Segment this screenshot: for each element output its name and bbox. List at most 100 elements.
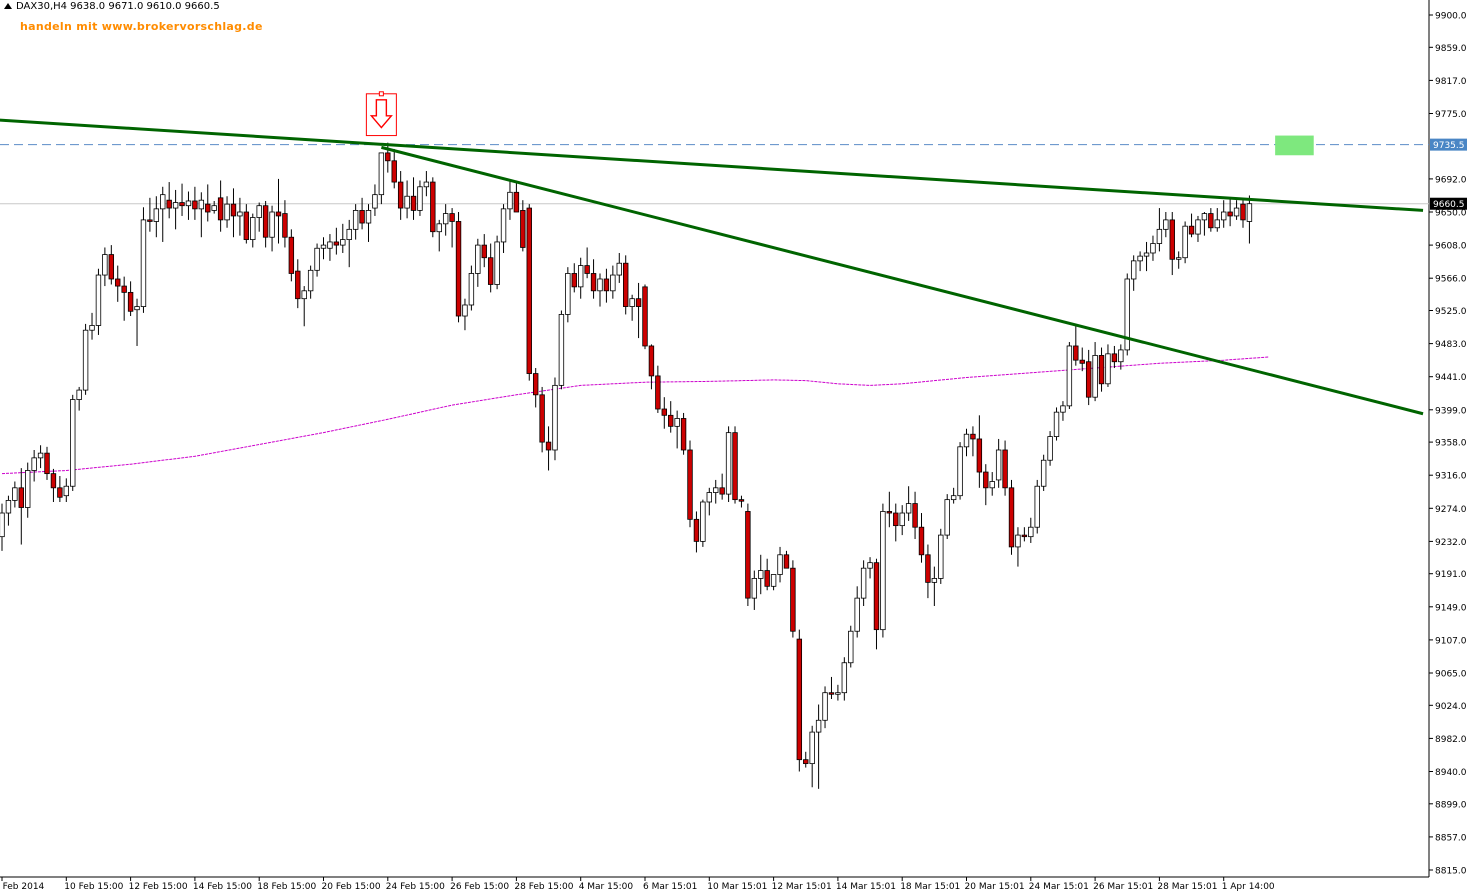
candle-bull[interactable]	[198, 199, 205, 210]
candle-bull[interactable]	[140, 219, 147, 307]
candle-bull[interactable]	[5, 500, 12, 514]
candle-bear[interactable]	[1021, 534, 1028, 538]
candle-bull[interactable]	[417, 186, 423, 211]
candle-bear[interactable]	[295, 270, 301, 300]
candle-bear[interactable]	[282, 213, 288, 238]
candle-bear[interactable]	[635, 298, 642, 307]
candle-bull[interactable]	[95, 274, 102, 326]
candle-bear[interactable]	[545, 441, 552, 451]
candle-bear[interactable]	[520, 210, 526, 248]
candle-bull[interactable]	[0, 512, 5, 538]
candle-bull[interactable]	[1034, 485, 1040, 528]
candle-bull[interactable]	[134, 306, 140, 311]
candle-bull[interactable]	[578, 265, 584, 288]
candle-bull[interactable]	[1040, 459, 1047, 487]
candle-bear[interactable]	[487, 257, 494, 285]
candle-bull[interactable]	[301, 290, 307, 300]
candle-bear[interactable]	[44, 452, 50, 475]
candle-bear[interactable]	[410, 195, 417, 211]
candle-bull[interactable]	[854, 597, 860, 632]
candle-bear[interactable]	[333, 241, 340, 246]
candle-bull[interactable]	[950, 495, 957, 501]
candle-bull[interactable]	[185, 200, 192, 207]
candle-bear[interactable]	[603, 278, 610, 292]
candle-bull[interactable]	[475, 244, 481, 274]
candle-bull[interactable]	[1156, 228, 1163, 244]
candle-bear[interactable]	[121, 285, 127, 293]
candle-bull[interactable]	[404, 195, 410, 209]
candle-bull[interactable]	[1053, 411, 1060, 437]
candle-bear[interactable]	[584, 265, 590, 274]
candle-bull[interactable]	[629, 298, 635, 307]
candle-bull[interactable]	[758, 570, 764, 579]
candle-bear[interactable]	[243, 211, 250, 240]
candle-bull[interactable]	[860, 567, 867, 599]
target-zone-box[interactable]	[1275, 135, 1314, 156]
candle-bear[interactable]	[1008, 487, 1015, 548]
candle-bear[interactable]	[455, 221, 462, 317]
candle-bull[interactable]	[12, 487, 18, 501]
candle-bear[interactable]	[693, 518, 700, 542]
candle-bull[interactable]	[256, 205, 262, 218]
candle-bear[interactable]	[1085, 361, 1092, 398]
candle-bull[interactable]	[442, 213, 449, 225]
candle-bear[interactable]	[166, 199, 172, 209]
candle-bull[interactable]	[822, 692, 828, 721]
candle-bull[interactable]	[1143, 252, 1150, 257]
candle-bear[interactable]	[803, 759, 809, 765]
candle-bear[interactable]	[925, 554, 931, 583]
candle-bear[interactable]	[1169, 219, 1175, 260]
candle-bear[interactable]	[738, 499, 745, 502]
candle-bull[interactable]	[815, 719, 822, 733]
candle-bull[interactable]	[995, 449, 1002, 481]
candle-bull[interactable]	[237, 211, 243, 217]
candle-bear[interactable]	[1079, 359, 1085, 364]
candle-bear[interactable]	[1073, 345, 1079, 361]
candle-bull[interactable]	[700, 501, 706, 542]
candle-bear[interactable]	[732, 432, 738, 501]
candle-bull[interactable]	[346, 228, 352, 240]
candle-bull[interactable]	[153, 208, 160, 222]
candle-bull[interactable]	[1221, 211, 1227, 221]
trendline-lower-resistance[interactable]	[380, 145, 1424, 416]
candle-bull[interactable]	[31, 457, 37, 471]
candle-bull[interactable]	[378, 152, 385, 196]
candle-bull[interactable]	[1137, 255, 1143, 262]
candle-bull[interactable]	[610, 274, 616, 292]
candle-bull[interactable]	[1047, 436, 1053, 461]
candle-bear[interactable]	[532, 373, 539, 396]
candle-bull[interactable]	[25, 470, 31, 508]
candle-bear[interactable]	[642, 286, 648, 347]
candle-bear[interactable]	[1227, 211, 1233, 217]
candle-bull[interactable]	[494, 241, 500, 285]
candle-bull[interactable]	[867, 562, 873, 569]
chart-expand-icon[interactable]	[4, 3, 12, 9]
candle-bull[interactable]	[1130, 260, 1137, 280]
candle-bear[interactable]	[217, 197, 224, 221]
candle-bull[interactable]	[558, 314, 565, 386]
candle-bull[interactable]	[1028, 526, 1034, 538]
candle-bear[interactable]	[262, 205, 269, 238]
candle-bear[interactable]	[719, 487, 725, 495]
candle-bear[interactable]	[623, 262, 629, 307]
candle-bull[interactable]	[841, 662, 848, 694]
candle-bull[interactable]	[224, 203, 230, 221]
candle-bear[interactable]	[828, 692, 835, 695]
candle-bull[interactable]	[63, 485, 69, 497]
candle-bear[interactable]	[385, 152, 391, 162]
candle-bull[interactable]	[1214, 219, 1220, 229]
candle-bull[interactable]	[211, 205, 217, 211]
candle-bear[interactable]	[539, 394, 545, 443]
candle-bull[interactable]	[70, 399, 76, 487]
candle-bull[interactable]	[835, 692, 841, 695]
candle-bull[interactable]	[957, 446, 963, 497]
candle-bull[interactable]	[616, 262, 622, 276]
candle-bear[interactable]	[970, 433, 976, 440]
candle-bear[interactable]	[449, 213, 455, 222]
candle-bear[interactable]	[571, 273, 577, 288]
candle-bear[interactable]	[430, 181, 436, 233]
candle-bear[interactable]	[918, 526, 925, 556]
candle-bear[interactable]	[655, 375, 661, 410]
candle-bear[interactable]	[590, 273, 597, 292]
candle-bull[interactable]	[751, 578, 758, 599]
